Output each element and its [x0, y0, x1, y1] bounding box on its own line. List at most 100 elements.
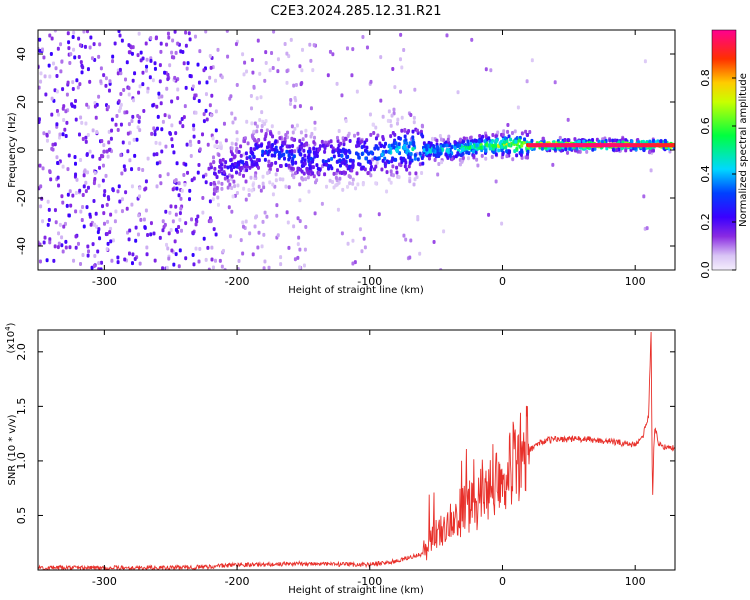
spectrogram-pixel — [220, 186, 224, 191]
spectrogram-ridge-pixel — [287, 157, 291, 162]
spectrogram-pixel — [66, 31, 70, 36]
spectrogram-ridge-pixel — [343, 170, 347, 175]
spectrogram-ridge-pixel — [566, 150, 570, 155]
spectrogram-ridge-line — [575, 143, 579, 148]
spectrogram-pixel — [165, 265, 169, 270]
spectrogram-pixel — [214, 128, 218, 133]
spectrogram-pixel — [114, 209, 118, 214]
spectrogram-ridge-pixel — [461, 156, 465, 161]
spectrogram-pixel — [279, 255, 283, 260]
spectrogram-ridge-pixel — [218, 169, 222, 174]
spectrogram-pixel — [178, 211, 182, 216]
spectrogram-pixel — [170, 137, 174, 142]
spectrogram-ridge-pixel — [413, 153, 417, 158]
spectrogram-pixel — [38, 163, 42, 168]
spectrogram-pixel — [49, 177, 53, 182]
spectrogram-pixel — [79, 60, 83, 65]
spectrogram-pixel — [190, 217, 194, 222]
spectrogram-pixel — [432, 239, 436, 244]
spectrogram-ridge-pixel — [446, 137, 450, 142]
spectrogram-ridge-pixel — [263, 157, 267, 162]
spectrogram-ridge-pixel — [477, 139, 481, 144]
spectrogram-ridge-pixel — [397, 145, 401, 150]
spectrogram-pixel — [174, 252, 178, 257]
spectrogram-ridge-pixel — [620, 146, 624, 151]
spectrogram-pixel — [90, 56, 94, 61]
spectrogram-pixel — [328, 49, 332, 54]
spectrogram-pixel — [53, 244, 57, 249]
spectrogram-ridge-pixel — [487, 143, 491, 148]
spectrogram-pixel — [258, 71, 262, 76]
spectrogram-pixel — [67, 213, 71, 218]
spectrogram-ridge-pixel — [323, 149, 327, 154]
spectrogram-pixel — [409, 113, 413, 118]
spectrogram-ridge-pixel — [331, 146, 335, 151]
spectrogram-pixel — [46, 199, 50, 204]
spectrogram-ridge-line — [578, 143, 581, 148]
spectrogram-pixel — [130, 51, 134, 56]
spectrogram-pixel — [176, 41, 180, 46]
spectrogram-ridge-pixel — [216, 202, 220, 207]
spectrogram-ridge-line — [635, 143, 639, 148]
spectrogram-ridge-pixel — [327, 158, 331, 163]
spectrogram-pixel — [189, 153, 193, 158]
spectrogram-pixel — [127, 237, 131, 242]
spectrogram-ridge-pixel — [513, 149, 517, 154]
spectrogram-ridge-line — [599, 143, 603, 148]
spectrogram-ridge-pixel — [465, 150, 469, 155]
spectrogram-pixel — [170, 248, 174, 253]
spectrogram-pixel — [68, 245, 72, 250]
spectrogram-pixel — [80, 120, 84, 125]
spectrogram-pixel — [256, 245, 260, 250]
spectrogram-pixel — [210, 245, 214, 250]
spectrogram-pixel — [513, 129, 517, 134]
spectrogram-pixel — [86, 253, 90, 258]
spectrogram-pixel — [244, 219, 248, 224]
spectrogram-ridge-pixel — [349, 158, 353, 163]
spectrogram-ridge-pixel — [505, 139, 509, 144]
spectrogram-pixel — [177, 264, 181, 269]
spectrogram-ridge-pixel — [384, 161, 388, 166]
spectrogram-pixel — [191, 230, 195, 235]
spectrogram-pixel — [120, 171, 124, 176]
spectrogram-ridge-pixel — [215, 185, 219, 190]
spectrogram-pixel — [298, 198, 302, 203]
spectrogram-ridge-pixel — [523, 137, 527, 142]
spectrogram-pixel — [313, 120, 317, 125]
spectrogram-ridge-pixel — [251, 183, 255, 188]
spectrogram-pixel — [152, 126, 156, 131]
spectrogram-ridge-pixel — [585, 149, 589, 154]
spectrogram-ridge-pixel — [345, 163, 349, 168]
spectrogram-pixel — [158, 79, 162, 84]
spectrogram-pixel — [131, 78, 135, 83]
spectrogram-pixel — [225, 30, 229, 33]
spectrogram-pixel — [80, 70, 84, 75]
spectrogram-ridge-line — [603, 143, 607, 148]
spectrogram-ridge-pixel — [475, 143, 479, 148]
spectrogram-ridge-pixel — [231, 194, 235, 199]
spectrogram-pixel — [93, 171, 97, 176]
spectrogram-pixel — [198, 49, 202, 54]
spectrogram-ridge-pixel — [484, 148, 488, 153]
spectrogram-ridge-pixel — [475, 157, 479, 162]
spectrogram-pixel — [118, 67, 122, 72]
spectrogram-ridge-pixel — [234, 148, 238, 153]
spectrogram-pixel — [271, 192, 275, 197]
spectrogram-pixel — [277, 130, 281, 135]
spectrogram-ridge-line — [563, 143, 567, 148]
spectrogram-pixel — [50, 96, 54, 101]
spectrogram-ridge-pixel — [230, 174, 234, 179]
spectrogram-pixel — [69, 52, 73, 57]
spectrogram-pixel — [84, 189, 88, 194]
spectrogram-pixel — [228, 234, 232, 239]
spectrogram-ridge-pixel — [315, 163, 319, 168]
spectrogram-ridge-pixel — [467, 151, 471, 156]
spectrogram-pixel — [74, 161, 78, 166]
spectrogram-ridge-pixel — [285, 149, 289, 154]
spectrogram-ridge-pixel — [300, 142, 304, 147]
spectrogram-ridge-pixel — [366, 171, 370, 176]
spectrogram-ridge-pixel — [450, 145, 454, 150]
spectrogram-pixel — [154, 140, 158, 145]
spectrogram-ridge-line — [589, 143, 592, 148]
spectrogram-ridge-pixel — [504, 145, 508, 150]
